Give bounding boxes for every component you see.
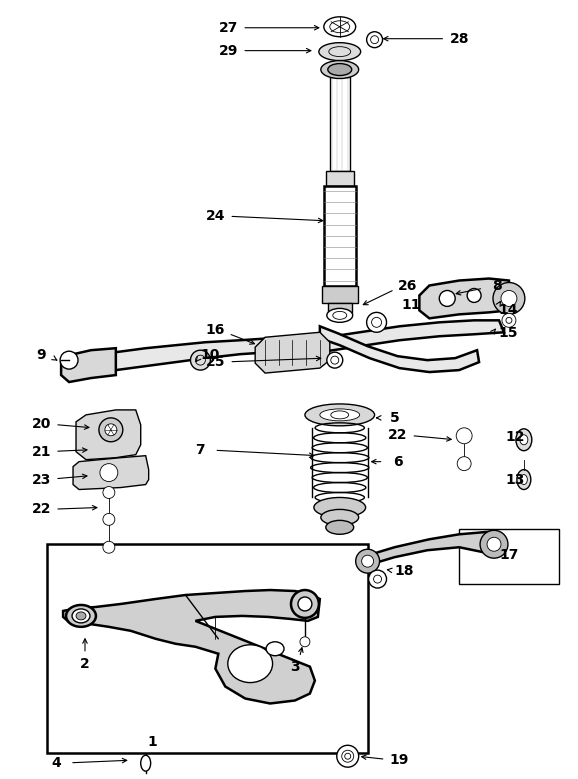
Text: 5: 5 [390, 411, 399, 425]
Text: 8: 8 [492, 280, 502, 294]
Ellipse shape [321, 509, 359, 525]
Circle shape [337, 746, 359, 767]
Ellipse shape [140, 755, 151, 771]
Circle shape [60, 351, 78, 369]
Circle shape [103, 513, 115, 525]
Bar [459, 529, 559, 584]
Polygon shape [73, 456, 149, 489]
Polygon shape [81, 338, 320, 375]
Circle shape [502, 313, 516, 327]
Ellipse shape [76, 612, 86, 620]
Polygon shape [362, 531, 499, 566]
Ellipse shape [326, 520, 354, 534]
Circle shape [100, 464, 118, 481]
Ellipse shape [520, 435, 528, 445]
Circle shape [291, 590, 319, 618]
Ellipse shape [66, 605, 96, 627]
Text: 10: 10 [201, 348, 220, 362]
Text: 9: 9 [36, 348, 46, 362]
Circle shape [366, 32, 383, 48]
Ellipse shape [72, 609, 90, 623]
Text: 23: 23 [32, 473, 51, 487]
Text: 26: 26 [398, 279, 417, 292]
Text: 24: 24 [206, 209, 225, 223]
Text: 16: 16 [206, 323, 225, 337]
Polygon shape [320, 320, 504, 352]
Polygon shape [76, 410, 140, 460]
Text: 1: 1 [148, 735, 158, 749]
Circle shape [103, 541, 115, 553]
Polygon shape [255, 333, 330, 373]
Text: 17: 17 [499, 548, 518, 562]
Text: 21: 21 [31, 445, 51, 459]
Bar [328, 303, 351, 313]
Circle shape [355, 549, 380, 573]
Ellipse shape [321, 61, 359, 79]
Circle shape [298, 597, 312, 611]
Ellipse shape [327, 308, 353, 323]
Ellipse shape [319, 43, 361, 61]
Circle shape [103, 487, 115, 499]
Bar [322, 285, 358, 303]
Bar [330, 76, 350, 171]
Circle shape [480, 530, 508, 559]
Text: 19: 19 [390, 753, 409, 767]
Circle shape [467, 288, 481, 302]
Text: 6: 6 [392, 455, 402, 469]
Text: 20: 20 [32, 417, 51, 431]
Ellipse shape [516, 428, 532, 451]
Ellipse shape [517, 470, 531, 489]
Circle shape [105, 424, 117, 435]
Polygon shape [63, 590, 320, 703]
Circle shape [342, 750, 354, 762]
Polygon shape [61, 348, 116, 382]
Circle shape [493, 283, 525, 315]
Text: 7: 7 [195, 442, 205, 456]
Text: 27: 27 [218, 21, 238, 35]
Text: 18: 18 [395, 564, 414, 578]
Ellipse shape [320, 409, 360, 421]
Text: 14: 14 [498, 303, 518, 317]
Ellipse shape [314, 498, 366, 517]
Circle shape [501, 291, 517, 306]
Circle shape [457, 456, 471, 471]
Circle shape [487, 538, 501, 552]
Polygon shape [320, 326, 479, 372]
Bar [47, 545, 368, 753]
Text: 22: 22 [31, 502, 51, 516]
Text: 25: 25 [206, 355, 225, 369]
Circle shape [300, 636, 310, 647]
Text: 29: 29 [218, 44, 238, 58]
Ellipse shape [324, 17, 355, 37]
Circle shape [456, 428, 472, 444]
Text: 13: 13 [505, 473, 525, 487]
Circle shape [366, 312, 387, 333]
Circle shape [191, 351, 210, 370]
Ellipse shape [305, 404, 375, 426]
Text: 12: 12 [505, 430, 525, 444]
Ellipse shape [228, 645, 273, 682]
Text: 11: 11 [402, 298, 421, 312]
Text: 3: 3 [290, 660, 300, 674]
Bar [324, 186, 355, 285]
Circle shape [439, 291, 455, 306]
Circle shape [99, 418, 123, 442]
Text: 2: 2 [80, 657, 90, 671]
Text: 28: 28 [450, 32, 469, 46]
Polygon shape [420, 279, 509, 319]
Text: 4: 4 [51, 756, 61, 770]
Bar [326, 171, 354, 186]
Circle shape [327, 352, 343, 368]
Text: 15: 15 [498, 326, 518, 340]
Ellipse shape [520, 474, 527, 485]
Text: 22: 22 [388, 428, 407, 442]
Ellipse shape [328, 64, 351, 76]
Circle shape [362, 555, 373, 567]
Ellipse shape [266, 642, 284, 656]
Circle shape [369, 570, 387, 588]
